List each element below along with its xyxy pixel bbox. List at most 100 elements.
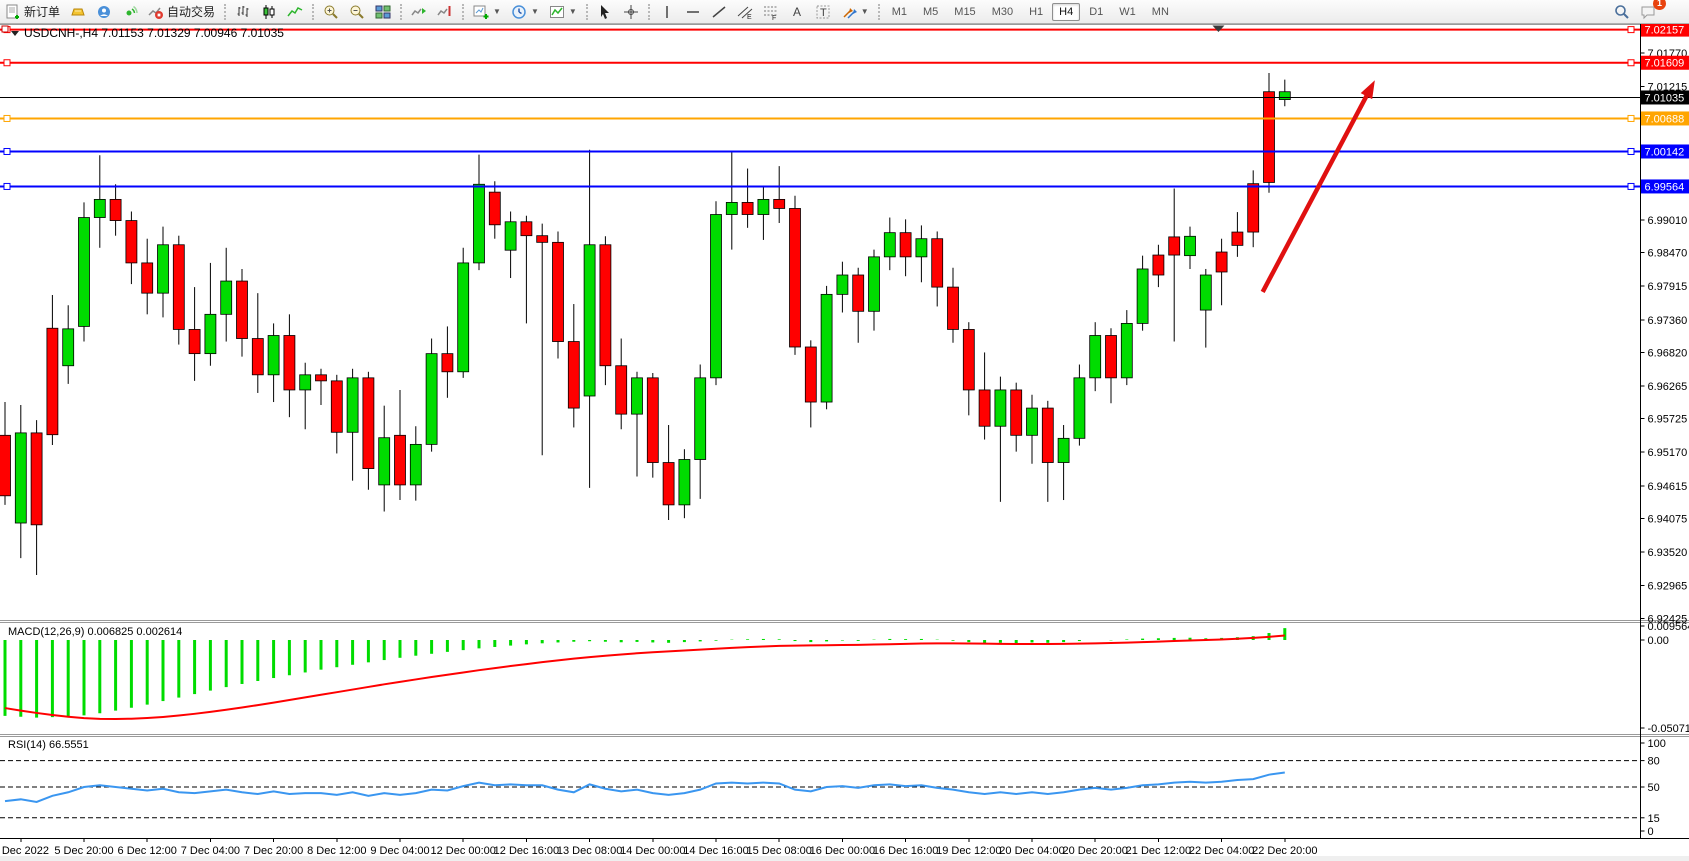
- label-button[interactable]: T: [811, 1, 835, 23]
- auto-scroll-button[interactable]: [433, 1, 457, 23]
- new-chart-button[interactable]: ▼: [469, 1, 505, 23]
- one-click-trading-button[interactable]: [1, 25, 9, 33]
- candle-body: [362, 377, 375, 469]
- candle-body: [678, 459, 691, 506]
- price-axis: 7.017707.012156.990106.984706.979156.973…: [1640, 48, 1688, 625]
- crosshair-button[interactable]: [619, 1, 643, 23]
- toolbar-group-objects: E F A T ▼: [654, 1, 874, 23]
- toolbar-right: 1: [1609, 0, 1666, 23]
- zoom-in-button[interactable]: [319, 1, 343, 23]
- svg-text:15: 15: [1648, 813, 1660, 825]
- hline-handle[interactable]: [1627, 59, 1635, 67]
- toolbar-separator: [877, 3, 880, 20]
- tf-button-MN[interactable]: MN: [1151, 5, 1169, 18]
- candle-body: [694, 377, 707, 460]
- trendline-button[interactable]: [707, 1, 731, 23]
- tf-button-W1[interactable]: W1: [1119, 5, 1136, 18]
- text-button[interactable]: A: [785, 1, 809, 23]
- chart-shift-marker[interactable]: [1212, 25, 1225, 33]
- hline-handle[interactable]: [3, 59, 11, 67]
- hline-handle[interactable]: [1627, 147, 1635, 155]
- new-order-button[interactable]: 新订单: [1, 0, 64, 23]
- svg-text:0: 0: [1648, 826, 1654, 838]
- tf-button-M1[interactable]: M1: [891, 5, 907, 18]
- chevron-down-icon: ▼: [568, 7, 577, 16]
- tf-button-M5[interactable]: M5: [923, 5, 939, 18]
- candle-body: [425, 353, 438, 445]
- candle-body: [804, 346, 817, 403]
- candle-body: [188, 329, 201, 355]
- candle-body: [488, 191, 501, 226]
- candle-body: [773, 198, 786, 209]
- hline-handle[interactable]: [1627, 182, 1635, 190]
- hline-handle[interactable]: [3, 147, 11, 155]
- hline-handle[interactable]: [1627, 26, 1635, 34]
- tf-button-H1[interactable]: H1: [1029, 5, 1044, 18]
- autotrade-button[interactable]: 自动交易: [144, 0, 219, 23]
- tf-button-M30[interactable]: M30: [991, 5, 1014, 18]
- candle-body: [283, 335, 296, 391]
- time-axis-label: 16 Dec 16:00: [873, 845, 938, 857]
- horizontal-line-button[interactable]: [681, 1, 705, 23]
- time-axis-label: 19 Dec 12:00: [936, 845, 1001, 857]
- tf-button-H4[interactable]: H4: [1052, 2, 1081, 21]
- candles-chart-button[interactable]: [257, 1, 281, 23]
- autotrade-button-label: 自动交易: [167, 5, 216, 19]
- trend-icon: [711, 4, 727, 20]
- svg-text:-0.050711: -0.050711: [1648, 723, 1689, 735]
- templates-button[interactable]: ▼: [545, 1, 581, 23]
- symbol-dropdown-icon[interactable]: [11, 31, 19, 36]
- toolbar-separator: [647, 3, 650, 20]
- bars-chart-button[interactable]: [231, 1, 255, 23]
- candle-body: [1026, 407, 1038, 436]
- vertical-line-button[interactable]: [655, 1, 679, 23]
- candle-body: [1199, 274, 1212, 311]
- trend-arrow-annotation[interactable]: [1260, 80, 1375, 293]
- hline-handle[interactable]: [3, 182, 11, 190]
- toolbar-separator: [462, 3, 465, 20]
- fibonacci-button[interactable]: F: [759, 1, 783, 23]
- candle-body: [30, 432, 43, 526]
- price-badge-label: 7.02157: [1645, 25, 1685, 37]
- bars-icon: [235, 4, 251, 20]
- new-order-icon: [5, 4, 21, 20]
- chart-bg[interactable]: [0, 24, 1689, 861]
- tile-windows-button[interactable]: [371, 1, 395, 23]
- shift-icon: [411, 4, 427, 20]
- chat-button[interactable]: 1: [1636, 0, 1666, 23]
- candle-body: [1263, 91, 1275, 183]
- candle-body: [710, 214, 722, 379]
- price-badge-label: 7.01035: [1645, 92, 1685, 104]
- profiles-button[interactable]: ▼: [507, 1, 543, 23]
- tf-button-D1[interactable]: D1: [1089, 5, 1104, 18]
- chevron-down-icon: ▼: [493, 7, 501, 16]
- search-button[interactable]: [1610, 1, 1634, 23]
- cursor-button[interactable]: [593, 1, 617, 23]
- candle-body: [1215, 251, 1228, 273]
- chart-canvas[interactable]: 7.017707.012156.990106.984706.979156.973…: [0, 22, 1689, 861]
- arrows-button[interactable]: ▼: [837, 1, 873, 23]
- chart-shift-button[interactable]: [407, 1, 431, 23]
- new-order-button-label: 新订单: [24, 5, 61, 19]
- line-chart-button[interactable]: [283, 1, 307, 23]
- candle-body: [615, 365, 628, 415]
- candle-body: [236, 280, 248, 339]
- tf-button-M15[interactable]: M15: [954, 5, 976, 18]
- channel-button[interactable]: E: [733, 1, 757, 23]
- chart-window[interactable]: 7.01770 7.01215 6.99010 6.98470 6.97915 6.973…: [0, 22, 1689, 861]
- candle-body: [1152, 254, 1165, 276]
- time-axis-label: 20 Dec 20:00: [1062, 845, 1127, 857]
- autotrade-icon: [148, 4, 164, 20]
- hline-handle[interactable]: [1627, 114, 1635, 122]
- signals-button[interactable]: [118, 1, 142, 23]
- svg-text:6.95725: 6.95725: [1648, 414, 1688, 426]
- deposit-button[interactable]: [66, 1, 90, 23]
- hline-handle[interactable]: [3, 114, 11, 122]
- tile-icon: [375, 4, 391, 20]
- community-button[interactable]: [92, 1, 116, 23]
- macd-pane: 0.009564 0.00 -0.050711 MACD(12,26,9) 0.006…: [3, 621, 1689, 735]
- time-axis-label: 16 Dec 00:00: [810, 845, 875, 857]
- hline-icon: [685, 4, 701, 20]
- zoom-out-button[interactable]: [345, 1, 369, 23]
